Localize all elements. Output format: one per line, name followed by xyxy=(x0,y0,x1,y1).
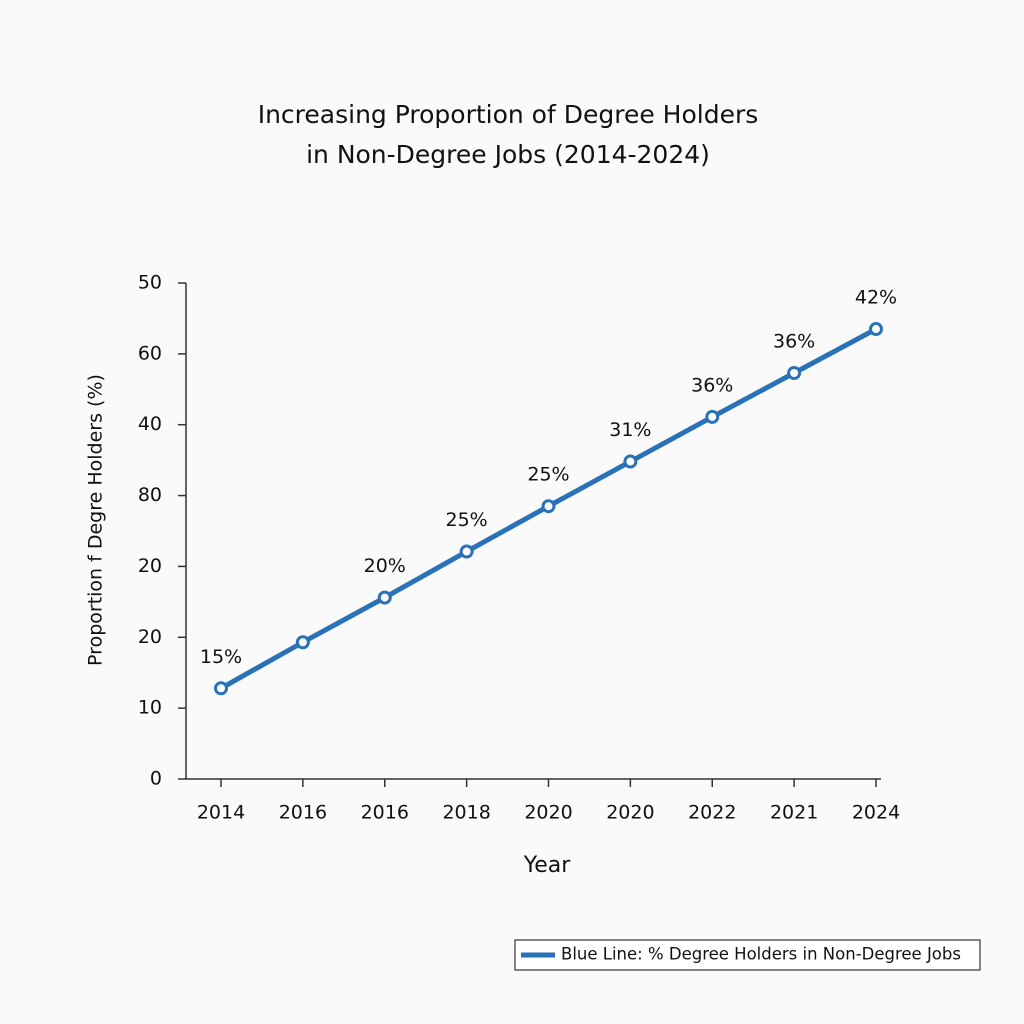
x-tick-label: 2018 xyxy=(442,802,490,824)
data-point xyxy=(869,322,883,337)
y-axis-label: Proportion f Degre Holders (%) xyxy=(85,374,107,666)
chart-title: in Non-Degree Jobs (2014-2024) xyxy=(306,140,710,169)
y-tick-label: 50 xyxy=(138,272,162,294)
y-tick-label: 20 xyxy=(138,555,162,577)
data-point xyxy=(214,681,228,696)
data-point xyxy=(623,454,638,469)
y-tick-label: 80 xyxy=(138,484,162,506)
legend-label: Blue Line: % Degree Holders in Non-Degre… xyxy=(561,945,961,964)
x-tick-label: 2014 xyxy=(197,802,245,824)
data-point xyxy=(377,590,392,605)
chart-title: Increasing Proportion of Degree Holders xyxy=(258,100,759,129)
x-tick-label: 2022 xyxy=(688,802,736,824)
data-point xyxy=(787,365,802,380)
x-tick-label: 2021 xyxy=(770,802,818,824)
y-tick-label: 60 xyxy=(138,342,162,364)
x-tick-label: 2024 xyxy=(852,802,900,824)
x-axis-label: Year xyxy=(523,853,572,878)
data-point xyxy=(295,635,310,650)
x-tick-label: 2016 xyxy=(361,802,409,824)
data-point xyxy=(541,499,556,514)
x-tick-label: 2020 xyxy=(606,802,654,824)
point-label: 36% xyxy=(773,330,815,352)
point-label: 25% xyxy=(446,509,488,531)
data-point xyxy=(705,409,720,424)
x-tick-label: 2020 xyxy=(524,802,572,824)
point-label: 42% xyxy=(855,287,897,309)
point-label: 15% xyxy=(200,646,242,668)
y-tick-label: 10 xyxy=(138,697,162,719)
y-tick-label: 20 xyxy=(138,626,162,648)
data-point xyxy=(459,544,474,559)
y-tick-label: 40 xyxy=(138,413,162,435)
point-label: 31% xyxy=(609,419,651,441)
point-label: 25% xyxy=(527,464,569,486)
legend-box xyxy=(514,939,981,971)
y-tick-label: 0 xyxy=(150,768,162,790)
x-tick-label: 2016 xyxy=(279,802,327,824)
point-label: 36% xyxy=(691,374,733,396)
point-label: 20% xyxy=(364,555,406,577)
